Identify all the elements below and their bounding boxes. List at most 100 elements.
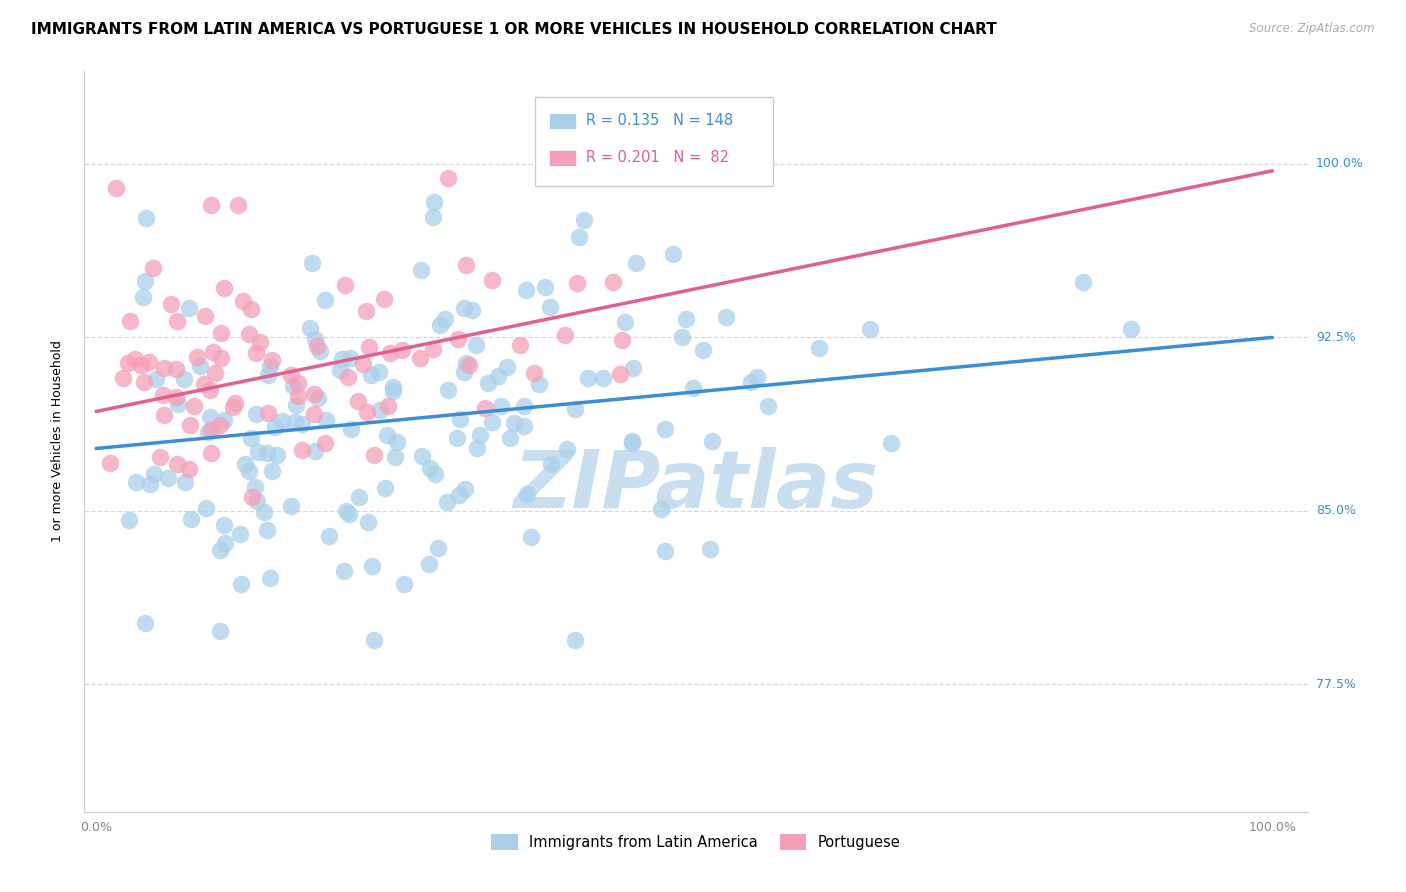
Point — [614, 315, 637, 329]
Point — [540, 457, 562, 471]
Point — [474, 401, 496, 416]
Point — [470, 428, 492, 442]
Point — [314, 293, 336, 308]
Point — [433, 312, 456, 326]
Point — [538, 300, 561, 314]
Point — [129, 358, 152, 372]
Text: 100.0%: 100.0% — [1316, 157, 1364, 170]
Point — [489, 399, 512, 413]
Point — [464, 338, 486, 352]
Point — [624, 256, 647, 270]
Point — [675, 312, 697, 326]
Point — [337, 370, 360, 384]
Point — [260, 464, 283, 478]
Point — [380, 346, 402, 360]
Point — [352, 357, 374, 371]
Point — [183, 399, 205, 413]
Point — [264, 420, 287, 434]
Point — [339, 422, 361, 436]
Point — [456, 258, 478, 272]
Point — [426, 541, 449, 556]
Point — [145, 372, 167, 386]
Text: R = 0.135   N = 148: R = 0.135 N = 148 — [586, 113, 733, 128]
Point — [654, 544, 676, 558]
Point — [197, 425, 219, 439]
Point — [650, 502, 672, 516]
Point — [209, 624, 232, 639]
Point — [118, 314, 141, 328]
Point — [259, 571, 281, 585]
Point — [173, 372, 195, 386]
Point — [381, 380, 404, 394]
Point — [253, 505, 276, 519]
Point — [446, 431, 468, 445]
Point — [387, 434, 409, 449]
Point — [304, 387, 326, 401]
Point — [429, 318, 451, 332]
Point — [134, 274, 156, 288]
Point — [200, 409, 222, 424]
Point — [564, 633, 586, 648]
Point — [499, 431, 522, 445]
Point — [209, 418, 232, 433]
Text: Source: ZipAtlas.com: Source: ZipAtlas.com — [1250, 22, 1375, 36]
Point — [229, 527, 252, 541]
Point — [165, 390, 187, 404]
Point — [200, 423, 222, 437]
Point — [238, 464, 260, 478]
Point — [357, 515, 380, 529]
Point — [262, 353, 284, 368]
Point — [200, 446, 222, 460]
Point — [454, 482, 477, 496]
Point — [307, 391, 329, 405]
Point — [418, 557, 440, 571]
Point — [373, 292, 395, 306]
Point — [503, 416, 526, 430]
Point — [209, 326, 232, 341]
Point — [335, 504, 357, 518]
Point — [177, 462, 200, 476]
Point — [280, 499, 302, 513]
Point — [572, 213, 595, 227]
Point — [449, 412, 471, 426]
Text: ZIPatlas: ZIPatlas — [513, 447, 879, 525]
Point — [281, 379, 304, 393]
Point — [160, 296, 183, 310]
Point — [104, 181, 127, 195]
Point — [179, 418, 201, 433]
Point — [377, 399, 399, 413]
Point — [662, 247, 685, 261]
Point — [692, 343, 714, 357]
Point — [186, 350, 208, 364]
Point — [808, 341, 831, 355]
Point — [447, 488, 470, 502]
Point — [287, 376, 309, 391]
Point — [486, 368, 509, 383]
Point — [523, 366, 546, 380]
Point — [564, 402, 586, 417]
Point — [513, 419, 536, 434]
Point — [315, 413, 337, 427]
Point — [359, 340, 381, 354]
Point — [134, 375, 156, 389]
Text: R = 0.201   N =  82: R = 0.201 N = 82 — [586, 151, 728, 166]
Point — [240, 431, 263, 445]
Point — [436, 495, 458, 509]
Point — [513, 400, 536, 414]
Point — [156, 471, 179, 485]
Point — [142, 260, 165, 275]
FancyBboxPatch shape — [550, 112, 576, 129]
Point — [457, 358, 479, 372]
Point — [200, 198, 222, 212]
Point — [125, 475, 148, 490]
Point — [318, 529, 340, 543]
Point — [134, 616, 156, 631]
Point — [339, 351, 361, 365]
Point — [193, 376, 215, 391]
Point — [231, 576, 253, 591]
Point — [138, 355, 160, 369]
Point — [212, 281, 235, 295]
Point — [554, 328, 576, 343]
Point — [368, 403, 391, 417]
Point — [179, 301, 201, 315]
